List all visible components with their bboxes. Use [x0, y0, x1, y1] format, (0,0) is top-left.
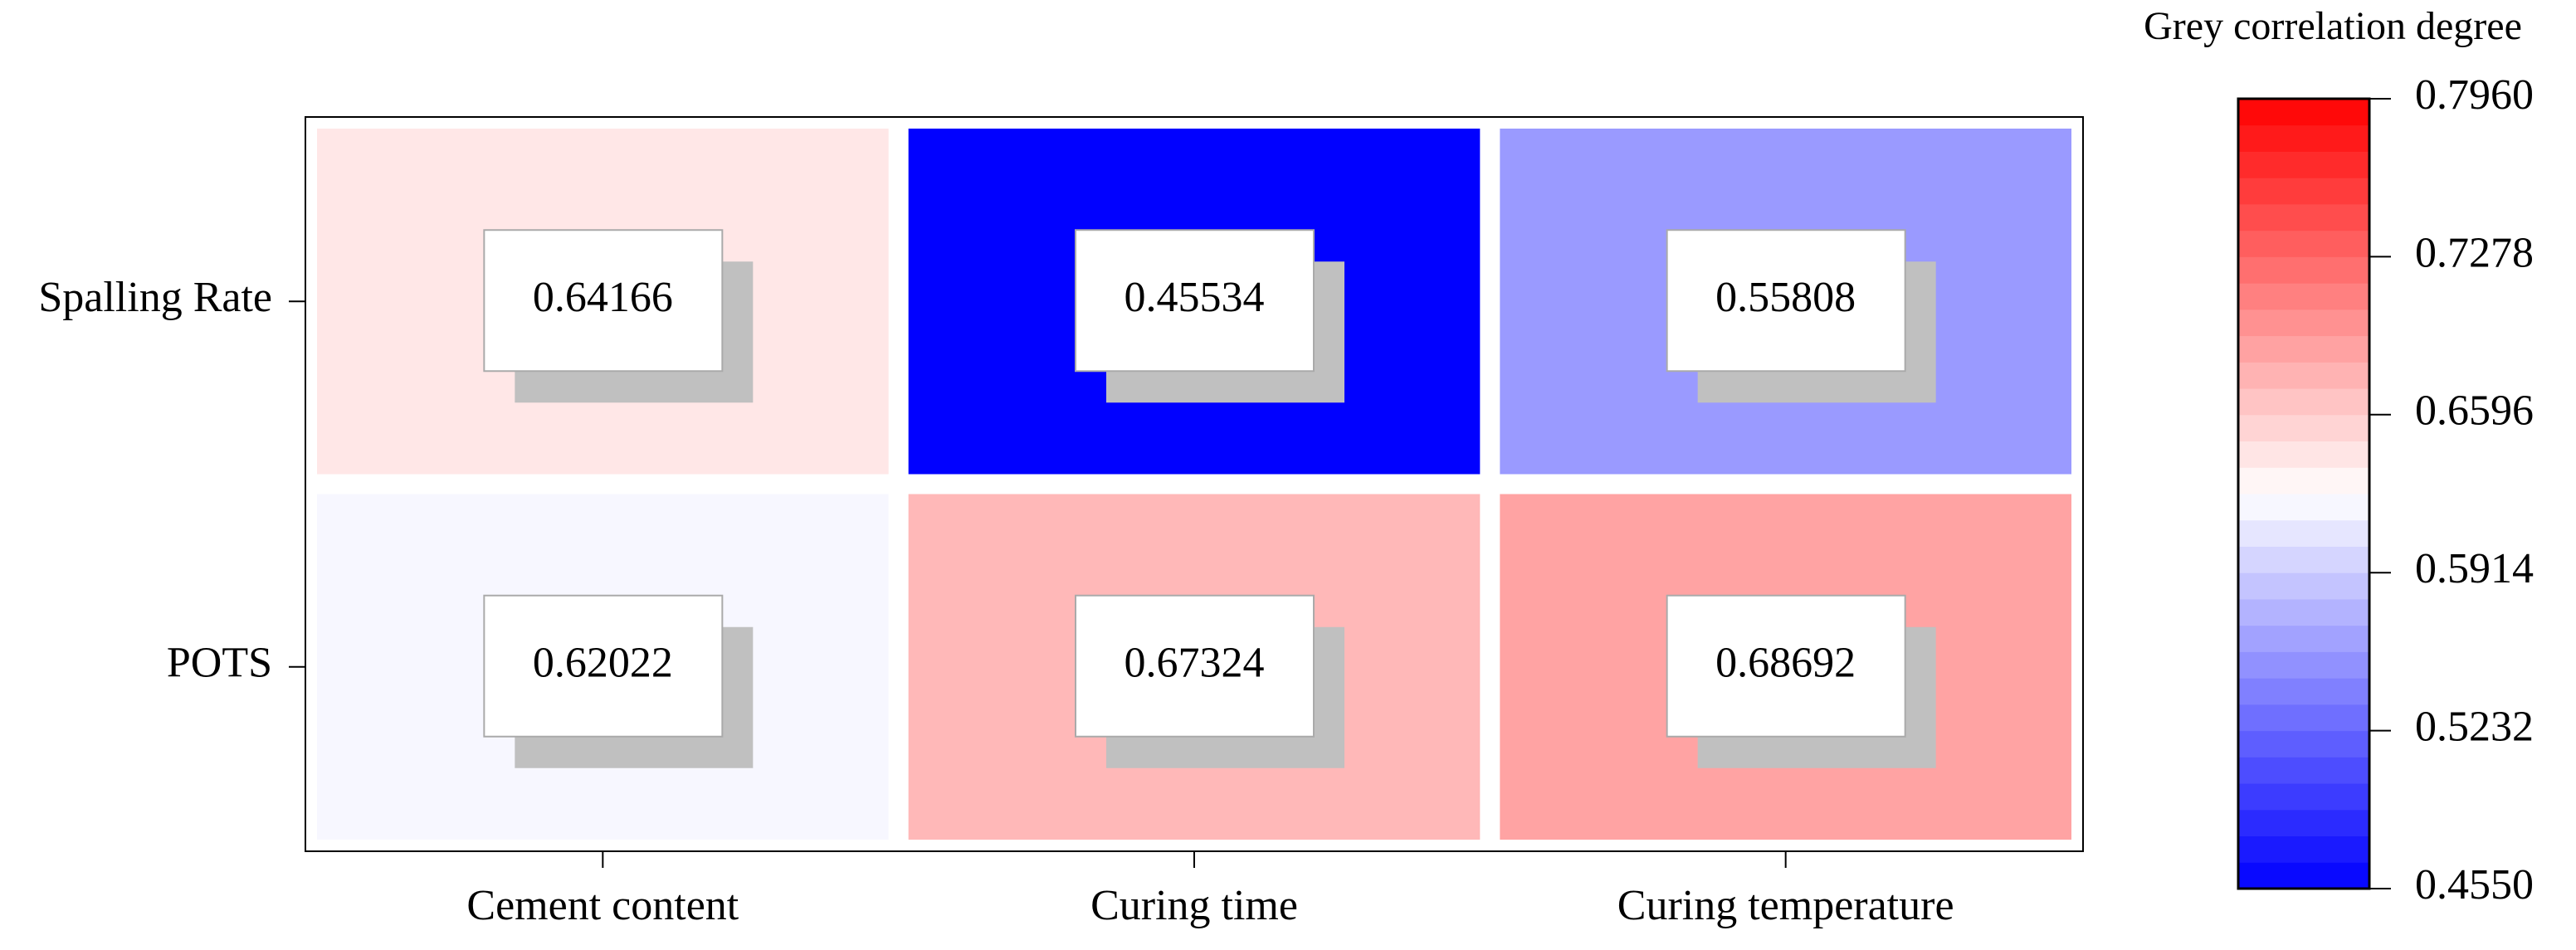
colorbar-tick-label: 0.7278 [2415, 229, 2534, 276]
colorbar-band [2238, 783, 2369, 811]
colorbar-band [2238, 256, 2369, 284]
colorbar-band [2238, 598, 2369, 626]
colorbar-band [2238, 99, 2369, 126]
colorbar-band [2238, 309, 2369, 337]
cell-value-label: 0.68692 [1715, 640, 1856, 687]
colorbar-band [2238, 862, 2369, 889]
cell-value-label: 0.64166 [533, 274, 673, 321]
colorbar-frame [2237, 97, 2371, 890]
colorbar-band [2238, 230, 2369, 257]
colorbar-tick-label: 0.4550 [2415, 861, 2534, 909]
colorbar-band [2238, 809, 2369, 837]
label-box [1075, 594, 1315, 738]
colorbar-band [2238, 283, 2369, 310]
label-box [483, 229, 724, 373]
colorbar-band [2238, 414, 2369, 442]
x-tick-label: Cement content [466, 882, 739, 929]
label-box [1666, 594, 1906, 738]
colorbar-band [2238, 362, 2369, 389]
colorbar-band [2238, 441, 2369, 468]
colorbar-tick-label: 0.5914 [2415, 545, 2534, 592]
colorbar-band [2238, 836, 2369, 863]
cell-value-label: 0.67324 [1125, 640, 1265, 687]
colorbar-band [2238, 704, 2369, 732]
cell-value-label: 0.45534 [1125, 274, 1265, 321]
x-tick-label: Curing temperature [1617, 882, 1954, 929]
colorbar-band [2238, 546, 2369, 573]
label-box [1666, 229, 1906, 373]
colorbar-band [2238, 678, 2369, 705]
colorbar-band [2238, 151, 2369, 178]
cell-value-label: 0.55808 [1715, 274, 1856, 321]
colorbar-title: Grey correlation degree [2144, 4, 2522, 48]
cell-value-label: 0.62022 [533, 640, 673, 687]
colorbar-band [2238, 467, 2369, 494]
colorbar-band [2238, 651, 2369, 679]
colorbar-band [2238, 124, 2369, 152]
colorbar-band [2238, 335, 2369, 363]
y-tick-label: POTS [167, 640, 272, 687]
colorbar-band [2238, 178, 2369, 205]
colorbar-tick-label: 0.7960 [2415, 71, 2534, 119]
colorbar-band [2238, 572, 2369, 600]
colorbar-band [2238, 388, 2369, 416]
colorbar-tick-label: 0.5232 [2415, 704, 2534, 751]
colorbar-band [2238, 757, 2369, 784]
x-tick-label: Curing time [1090, 882, 1298, 929]
colorbar-tick-label: 0.6596 [2415, 387, 2534, 435]
label-box [1075, 229, 1315, 373]
colorbar-band [2238, 494, 2369, 521]
label-box [483, 594, 724, 738]
colorbar-band [2238, 519, 2369, 547]
colorbar-band [2238, 730, 2369, 758]
colorbar-band [2238, 203, 2369, 231]
colorbar-band [2238, 625, 2369, 652]
y-tick-label: Spalling Rate [38, 274, 272, 321]
